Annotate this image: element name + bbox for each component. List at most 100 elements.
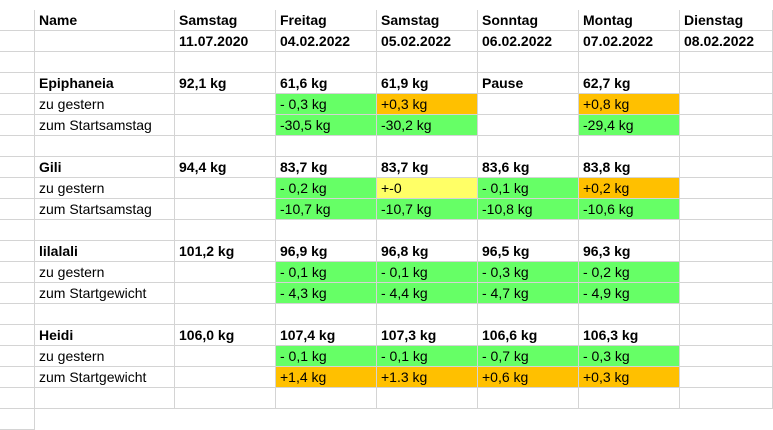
weight-cell[interactable]: 61,6 kg — [276, 73, 377, 94]
diff-cell[interactable]: - 4,3 kg — [276, 283, 377, 304]
diff-cell[interactable]: -10,6 kg — [579, 199, 680, 220]
row-label[interactable]: zum Startgewicht — [35, 367, 175, 388]
diff-cell[interactable]: +0,3 kg — [377, 94, 478, 115]
diff-cell[interactable] — [478, 115, 579, 136]
empty-cell[interactable] — [579, 304, 680, 325]
empty-cell[interactable] — [175, 52, 276, 73]
empty-cell[interactable] — [175, 388, 276, 409]
weight-cell[interactable]: 94,4 kg — [175, 157, 276, 178]
row-label[interactable]: zu gestern — [35, 262, 175, 283]
diff-cell[interactable] — [175, 346, 276, 367]
empty-cell[interactable] — [478, 136, 579, 157]
empty-cell[interactable] — [35, 52, 175, 73]
diff-cell[interactable] — [175, 367, 276, 388]
diff-cell[interactable] — [175, 262, 276, 283]
empty-cell[interactable] — [680, 304, 773, 325]
weight-cell[interactable] — [680, 241, 773, 262]
diff-cell[interactable]: -29,4 kg — [579, 115, 680, 136]
diff-cell[interactable]: -30,5 kg — [276, 115, 377, 136]
diff-cell[interactable]: - 0,7 kg — [478, 346, 579, 367]
weight-cell[interactable]: 83,7 kg — [377, 157, 478, 178]
weight-cell[interactable]: Pause — [478, 73, 579, 94]
weight-cell[interactable]: 83,6 kg — [478, 157, 579, 178]
weight-cell[interactable]: 62,7 kg — [579, 73, 680, 94]
weight-cell[interactable] — [680, 73, 773, 94]
diff-cell[interactable]: -30,2 kg — [377, 115, 478, 136]
person-name[interactable]: lilalali — [35, 241, 175, 262]
empty-cell[interactable] — [276, 304, 377, 325]
diff-cell[interactable]: +0,2 kg — [579, 178, 680, 199]
weight-cell[interactable]: 92,1 kg — [175, 73, 276, 94]
empty-cell[interactable] — [579, 52, 680, 73]
empty-cell[interactable] — [377, 388, 478, 409]
diff-cell[interactable] — [175, 178, 276, 199]
weight-cell[interactable]: 96,3 kg — [579, 241, 680, 262]
diff-cell[interactable]: +0,6 kg — [478, 367, 579, 388]
empty-cell[interactable] — [276, 136, 377, 157]
diff-cell[interactable] — [175, 115, 276, 136]
empty-cell[interactable] — [478, 304, 579, 325]
weight-cell[interactable]: 96,5 kg — [478, 241, 579, 262]
row-label[interactable]: zu gestern — [35, 346, 175, 367]
person-name[interactable]: Epiphaneia — [35, 73, 175, 94]
diff-cell[interactable] — [680, 94, 773, 115]
diff-cell[interactable]: +0,3 kg — [579, 367, 680, 388]
empty-cell[interactable] — [377, 136, 478, 157]
diff-cell[interactable]: +-0 — [377, 178, 478, 199]
weight-cell[interactable]: 61,9 kg — [377, 73, 478, 94]
empty-cell[interactable] — [478, 52, 579, 73]
weight-cell[interactable]: 106,6 kg — [478, 325, 579, 346]
diff-cell[interactable]: +1,4 kg — [276, 367, 377, 388]
weight-cell[interactable] — [680, 157, 773, 178]
diff-cell[interactable] — [680, 283, 773, 304]
weight-cell[interactable] — [680, 325, 773, 346]
diff-cell[interactable]: - 4,9 kg — [579, 283, 680, 304]
diff-cell[interactable] — [175, 283, 276, 304]
empty-cell[interactable] — [680, 136, 773, 157]
empty-cell[interactable] — [276, 388, 377, 409]
empty-cell[interactable] — [175, 304, 276, 325]
diff-cell[interactable] — [680, 178, 773, 199]
weight-cell[interactable]: 106,3 kg — [579, 325, 680, 346]
empty-cell[interactable] — [35, 388, 175, 409]
empty-cell[interactable] — [35, 136, 175, 157]
empty-cell[interactable] — [377, 52, 478, 73]
empty-cell[interactable] — [579, 136, 680, 157]
diff-cell[interactable]: - 0,1 kg — [478, 178, 579, 199]
empty-cell[interactable] — [579, 388, 680, 409]
diff-cell[interactable]: +1.3 kg — [377, 367, 478, 388]
weight-cell[interactable]: 107,3 kg — [377, 325, 478, 346]
diff-cell[interactable]: - 0,3 kg — [579, 346, 680, 367]
diff-cell[interactable]: +0,8 kg — [579, 94, 680, 115]
diff-cell[interactable]: - 0,2 kg — [276, 178, 377, 199]
diff-cell[interactable] — [680, 115, 773, 136]
empty-cell[interactable] — [35, 220, 175, 241]
empty-cell[interactable] — [478, 388, 579, 409]
row-label[interactable]: zum Startsamstag — [35, 115, 175, 136]
diff-cell[interactable]: - 0,1 kg — [276, 262, 377, 283]
row-label[interactable]: zu gestern — [35, 94, 175, 115]
diff-cell[interactable]: -10,7 kg — [276, 199, 377, 220]
empty-cell[interactable] — [35, 304, 175, 325]
diff-cell[interactable]: - 0,1 kg — [377, 262, 478, 283]
empty-cell[interactable] — [478, 220, 579, 241]
diff-cell[interactable] — [175, 94, 276, 115]
empty-cell[interactable] — [35, 31, 175, 52]
diff-cell[interactable]: -10,7 kg — [377, 199, 478, 220]
diff-cell[interactable] — [680, 262, 773, 283]
row-label[interactable]: zum Startgewicht — [35, 283, 175, 304]
diff-cell[interactable]: - 0,1 kg — [377, 346, 478, 367]
diff-cell[interactable] — [680, 199, 773, 220]
row-label[interactable]: zum Startsamstag — [35, 199, 175, 220]
diff-cell[interactable]: - 0,3 kg — [478, 262, 579, 283]
empty-cell[interactable] — [680, 52, 773, 73]
diff-cell[interactable]: -10,8 kg — [478, 199, 579, 220]
weight-cell[interactable]: 106,0 kg — [175, 325, 276, 346]
weight-cell[interactable]: 83,7 kg — [276, 157, 377, 178]
empty-cell[interactable] — [680, 220, 773, 241]
empty-cell[interactable] — [377, 304, 478, 325]
diff-cell[interactable] — [680, 367, 773, 388]
weight-cell[interactable]: 107,4 kg — [276, 325, 377, 346]
diff-cell[interactable]: - 4,7 kg — [478, 283, 579, 304]
